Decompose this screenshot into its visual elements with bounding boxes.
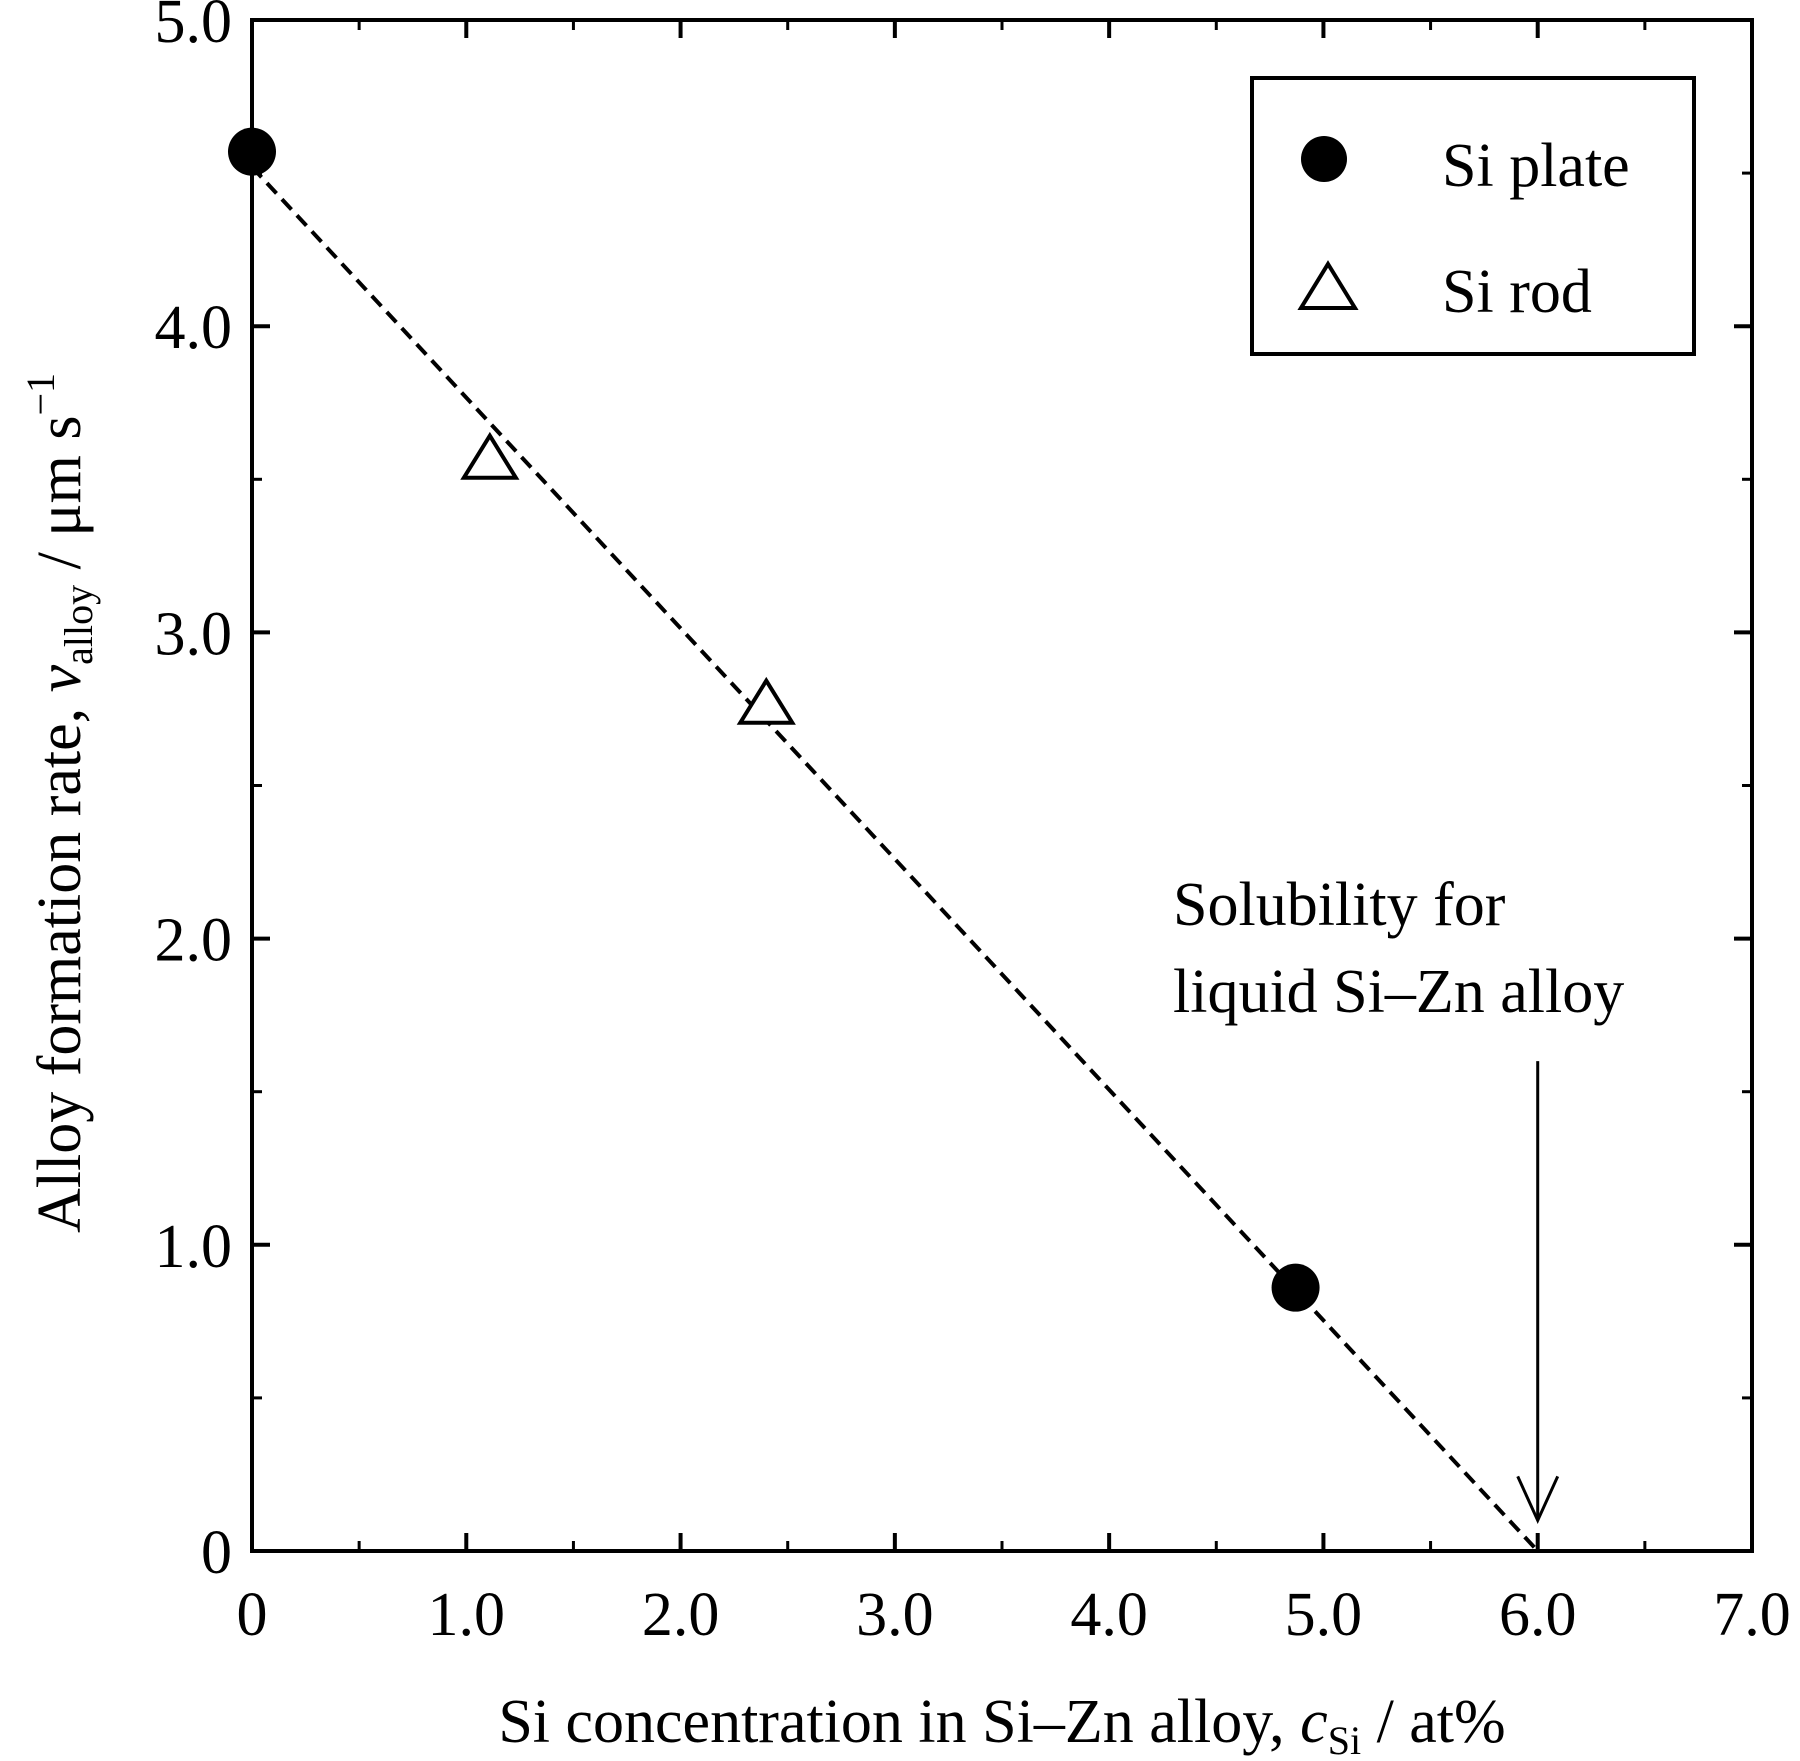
y-tick-label: 2.0 [155, 907, 233, 975]
x-tick-label: 0 [237, 1581, 268, 1649]
y-tick-label: 5.0 [155, 0, 233, 56]
fit-line-group [250, 165, 1540, 1553]
y-tick-label: 1.0 [155, 1213, 233, 1281]
si-rod-point [736, 676, 796, 725]
y-tick-label: 4.0 [155, 294, 233, 362]
tick-labels: 0 1.0 2.0 3.0 4.0 5.0 6.0 7.0 0 1.0 2.0 3.0 4.0 5.0 [155, 0, 1791, 1649]
legend-marker-si-rod [1297, 260, 1359, 310]
x-tick-label: 5.0 [1285, 1581, 1363, 1649]
y-tick-label: 0 [201, 1519, 232, 1587]
y-axis-label-sub: alloy [56, 585, 101, 665]
y-axis-label: Alloy formation rate, valloy / μm s−1 [18, 373, 101, 1233]
si-rod-point [460, 431, 520, 480]
x-tick-label: 6.0 [1499, 1581, 1577, 1649]
fit-line [250, 165, 1540, 1553]
x-tick-label: 7.0 [1713, 1581, 1791, 1649]
x-axis-label: Si concentration in Si–Zn alloy, cSi / a… [498, 1688, 1505, 1761]
x-tick-label: 4.0 [1070, 1581, 1148, 1649]
y-axis-label-main: Alloy formation rate, [26, 692, 94, 1233]
x-axis-label-var: c [1300, 1688, 1328, 1756]
y-axis-label-var: v [26, 664, 94, 692]
y-tick-label: 3.0 [155, 600, 233, 668]
y-axis-label-unit-sup: −1 [18, 373, 63, 416]
x-axis-label-main: Si concentration in Si–Zn alloy, [498, 1688, 1300, 1756]
x-tick-label: 1.0 [428, 1581, 506, 1649]
legend-marker-si-plate [1301, 136, 1347, 182]
x-axis-label-sub: Si [1328, 1718, 1361, 1761]
legend-label-si-rod: Si rod [1442, 258, 1592, 326]
y-axis-label-unit: / μm s [26, 416, 94, 585]
legend: Si plate Si rod [1250, 76, 1696, 356]
x-tick-label: 3.0 [856, 1581, 934, 1649]
annotation-arrow-head [1516, 1475, 1560, 1525]
plot-frame [250, 18, 1754, 1553]
x-tick-label: 2.0 [642, 1581, 720, 1649]
annotation-line-2: liquid Si–Zn alloy [1173, 958, 1624, 1026]
legend-label-si-plate: Si plate [1442, 132, 1630, 200]
annotation-line-1: Solubility for [1173, 871, 1506, 939]
si-plate-point [1271, 1263, 1320, 1312]
x-axis-label-unit: / at% [1361, 1688, 1506, 1756]
solubility-annotation: Solubility for liquid Si–Zn alloy [1173, 871, 1624, 1525]
